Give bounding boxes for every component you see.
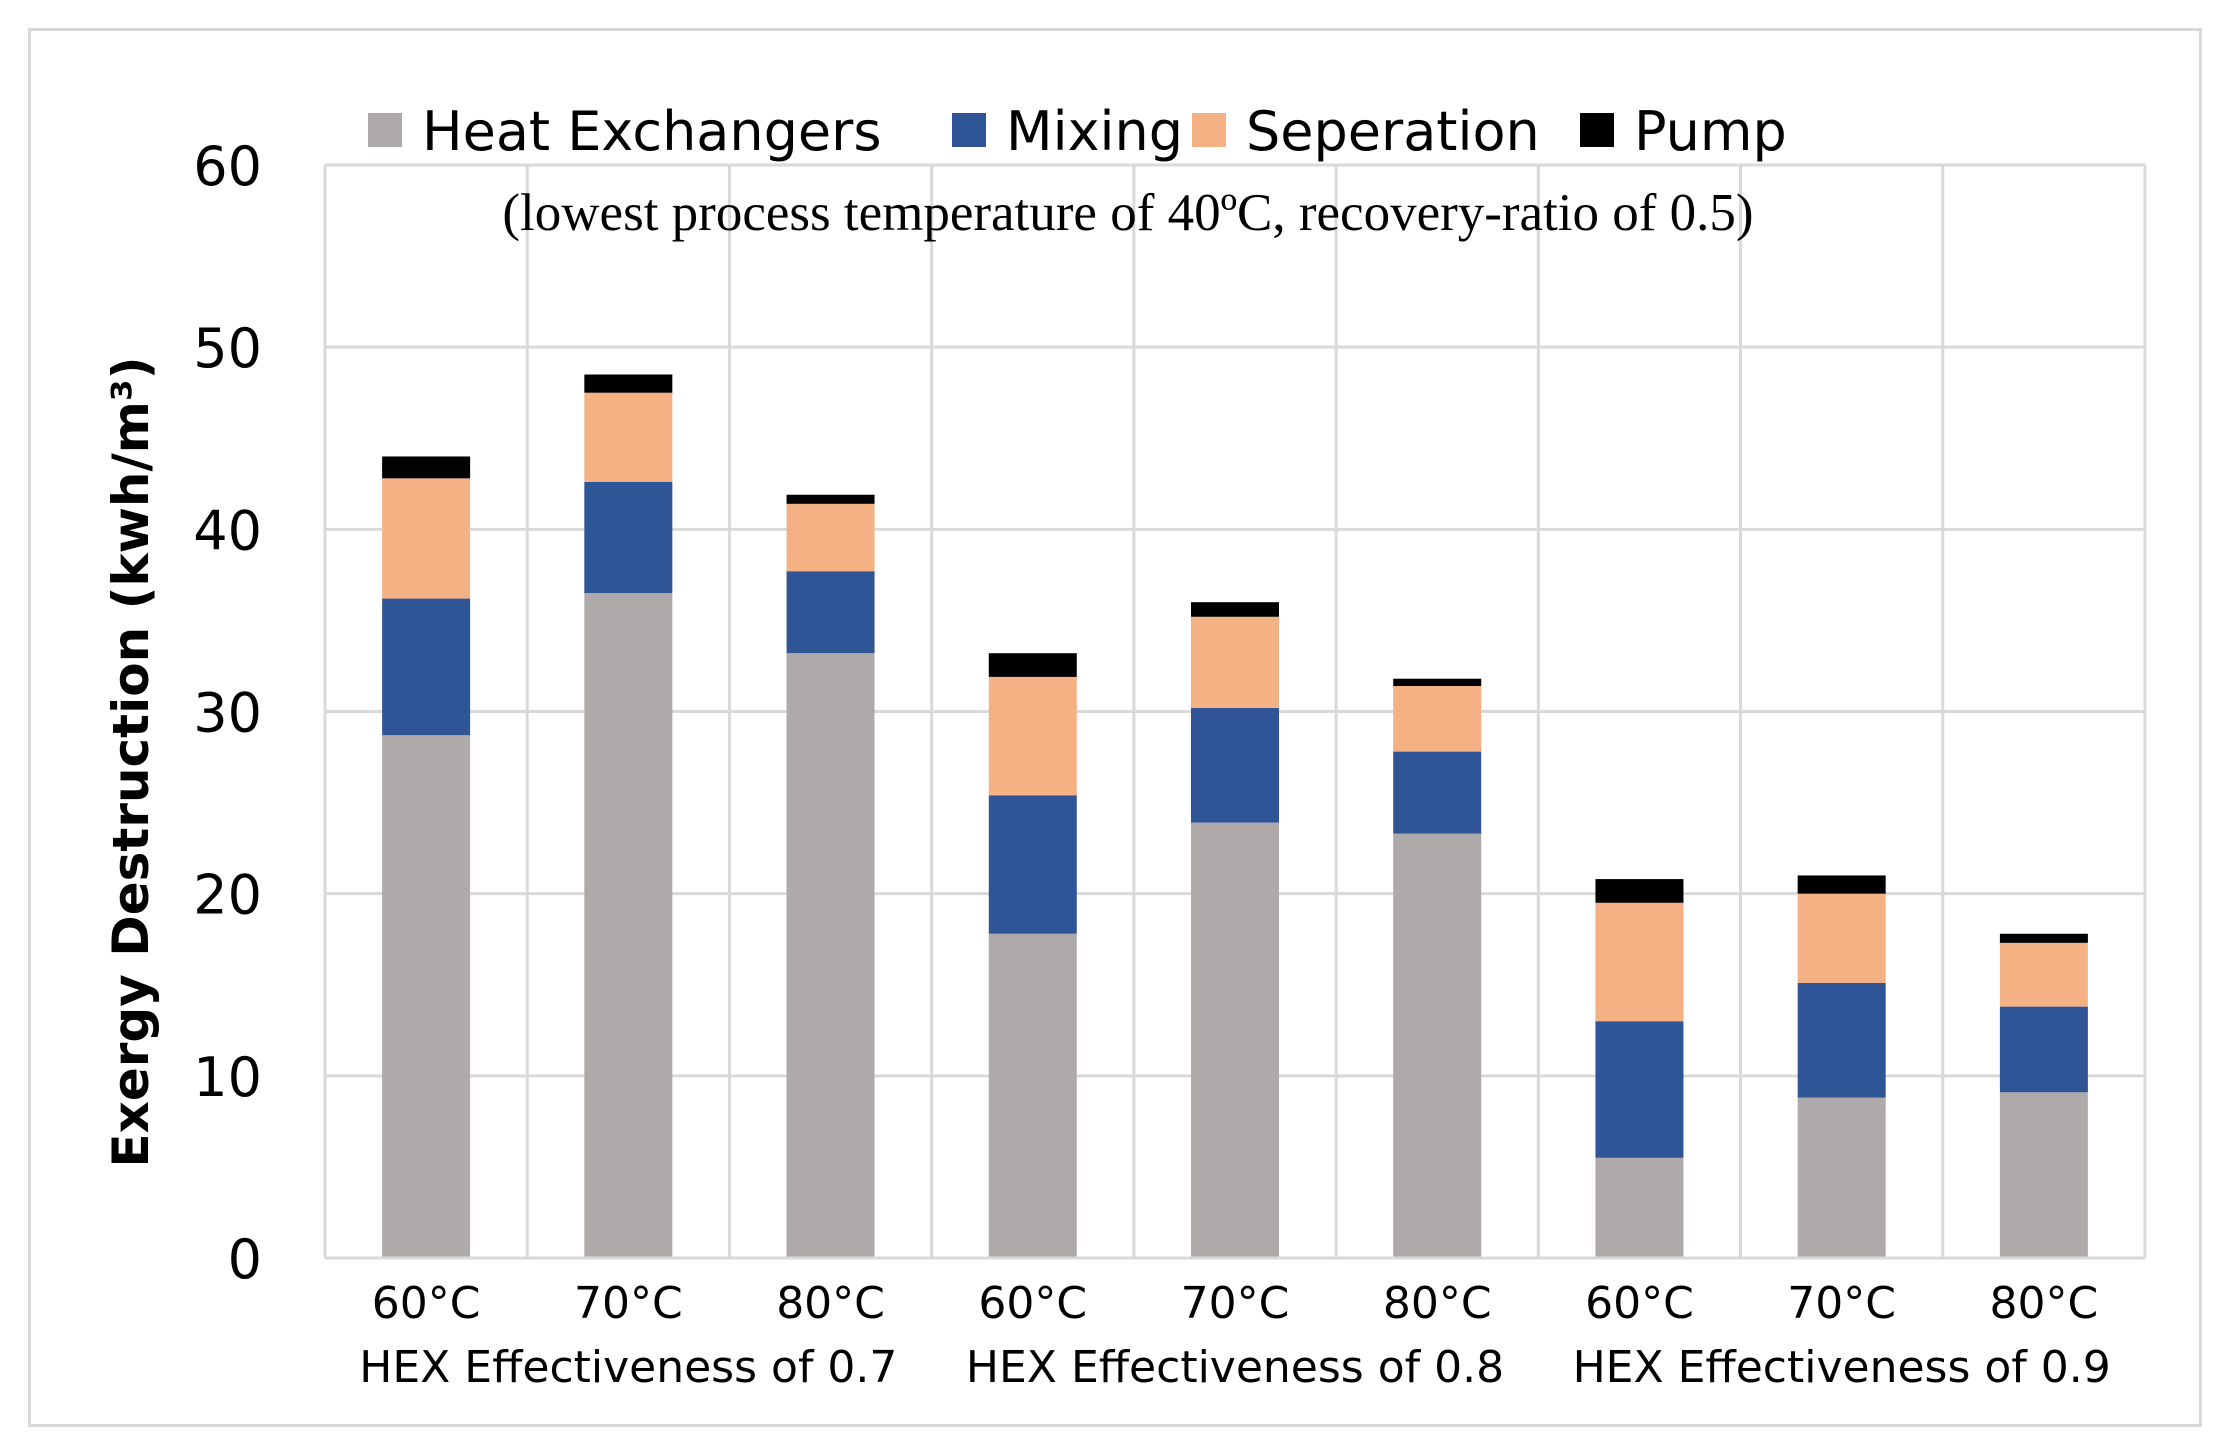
axes (323, 165, 2145, 1260)
bar-segment-seperation (1191, 616, 1279, 708)
bar-segment-seperation (988, 676, 1077, 796)
y-tick-label: 50 (193, 317, 262, 380)
bar-segment-seperation (382, 478, 471, 599)
y-tick-label: 30 (193, 682, 262, 745)
chart-subtitle: (lowest process temperature of 40ºC, rec… (502, 184, 1753, 242)
legend: Heat Exchangers Mixing Seperation Pump (368, 100, 1787, 163)
tick-labels: 0 10 20 30 40 50 60 60°C 70°C 80°C 60°C 70°C 80°C 60°… (193, 135, 2110, 1393)
bars (382, 374, 2088, 1258)
x-tick-label: 60°C (372, 1278, 481, 1329)
bar-segment-pump (1797, 875, 1886, 894)
bar-segment-seperation (1393, 685, 1482, 752)
bar-segment-seperation (1999, 942, 2088, 1007)
y-tick-label: 10 (193, 1046, 262, 1109)
bar-segment-mixing (1191, 707, 1279, 823)
bar-segment-heat-exchangers (584, 593, 673, 1258)
x-tick-label: 80°C (1383, 1278, 1492, 1329)
bar-segment-mixing (584, 481, 673, 594)
y-tick-label: 40 (193, 499, 262, 562)
bar-segment-seperation (786, 503, 875, 572)
legend-swatch (1580, 113, 1614, 147)
x-tick-label: 60°C (1585, 1278, 1694, 1329)
x-tick-label: 80°C (1990, 1278, 2099, 1329)
x-group-label: HEX Effectiveness of 0.9 (1573, 1342, 2111, 1393)
y-tick-label: 60 (193, 135, 262, 198)
bar-segment-heat-exchangers (786, 653, 875, 1258)
legend-item: Pump (1580, 100, 1787, 163)
bar-segment-pump (1595, 879, 1684, 903)
bar-segment-pump (584, 374, 673, 393)
bar-segment-pump (988, 653, 1077, 677)
bar-segment-pump (1393, 678, 1482, 686)
bar-segment-mixing (786, 571, 875, 654)
legend-swatch (368, 113, 402, 147)
bar-segment-seperation (1797, 893, 1886, 983)
bar-segment-mixing (1999, 1006, 2088, 1093)
legend-item: Mixing (952, 100, 1183, 163)
bar-segment-seperation (1595, 902, 1684, 1022)
bar-segment-mixing (382, 598, 471, 736)
x-group-label: HEX Effectiveness of 0.7 (359, 1342, 897, 1393)
bar-segment-mixing (988, 795, 1077, 934)
x-tick-label: 70°C (1787, 1278, 1896, 1329)
x-tick-label: 80°C (776, 1278, 885, 1329)
legend-label: Seperation (1246, 100, 1540, 163)
x-tick-label: 70°C (1181, 1278, 1290, 1329)
legend-item: Heat Exchangers (368, 100, 881, 163)
bar-segment-pump (786, 494, 875, 504)
y-tick-label: 20 (193, 864, 262, 927)
bar-segment-heat-exchangers (1393, 833, 1482, 1258)
legend-label: Heat Exchangers (422, 100, 881, 163)
bar-segment-heat-exchangers (1595, 1157, 1684, 1258)
legend-item: Seperation (1192, 100, 1540, 163)
bar-segment-heat-exchangers (988, 933, 1077, 1258)
x-tick-label: 60°C (978, 1278, 1087, 1329)
legend-label: Mixing (1006, 100, 1183, 163)
legend-swatch (1192, 113, 1226, 147)
legend-label: Pump (1634, 100, 1787, 163)
bar-segment-mixing (1595, 1021, 1684, 1158)
bar-segment-seperation (584, 392, 673, 482)
bar-segment-heat-exchangers (382, 735, 471, 1258)
bar-segment-heat-exchangers (1191, 822, 1279, 1258)
bar-segment-heat-exchangers (1999, 1092, 2088, 1258)
x-group-label: HEX Effectiveness of 0.8 (966, 1342, 1504, 1393)
x-tick-label: 70°C (574, 1278, 683, 1329)
bar-segment-mixing (1797, 982, 1886, 1098)
bar-segment-heat-exchangers (1797, 1097, 1886, 1258)
bar-segment-mixing (1393, 751, 1482, 834)
legend-swatch (952, 113, 986, 147)
bar-segment-pump (382, 456, 471, 479)
bar-segment-pump (1999, 933, 2088, 943)
y-axis-label: Exergy Destruction (kwh/m³) (102, 356, 160, 1167)
bar-segment-pump (1191, 602, 1279, 617)
y-tick-label: 0 (228, 1228, 262, 1291)
